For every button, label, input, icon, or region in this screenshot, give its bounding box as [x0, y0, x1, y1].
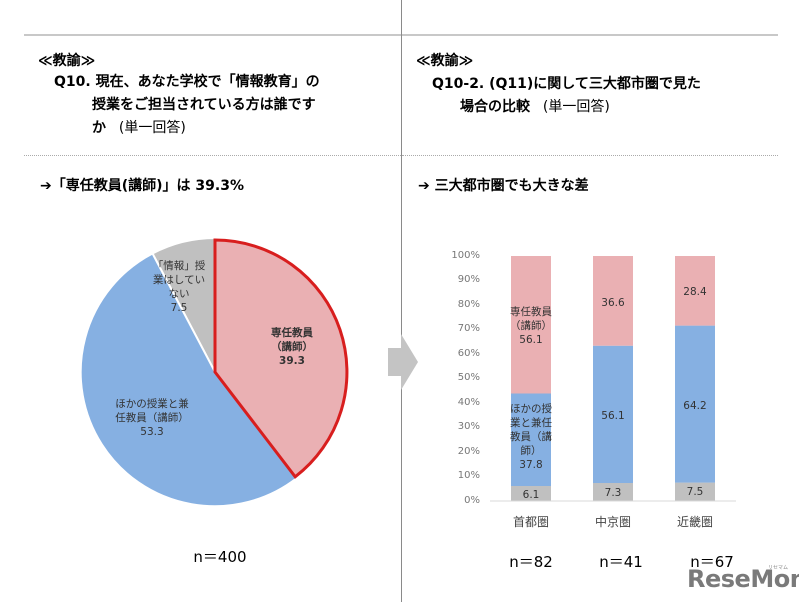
pie-label-senin: 専任教員 （講師） 39.3 — [271, 327, 313, 367]
x-category-chukyo: 中京圏 — [594, 515, 631, 529]
bar-label-kinki-kennin: 64.2 — [683, 400, 707, 412]
right-question-line-2: 場合の比較 (単一回答) — [460, 97, 610, 117]
bar-shuto-senin — [511, 256, 551, 394]
resemom-logo-ruby: リセマム — [768, 565, 789, 571]
right-question-line-1: Q10-2. (Q11)に関して三大都市圏で見た — [432, 76, 701, 92]
bar-label-chukyo-none: 7.3 — [604, 487, 622, 499]
bar-label-shuto-none: 6.1 — [522, 489, 540, 501]
bar-kinki-kennin — [675, 325, 715, 483]
bar-chukyo-senin — [593, 256, 633, 346]
bar-kinki-senin — [675, 256, 715, 326]
resemom-logo: ReseMom — [687, 565, 799, 593]
right-dotted-rule — [402, 155, 778, 156]
sample-size-kinki: n＝67 — [690, 553, 734, 571]
sample-size-shuto: n＝82 — [509, 553, 553, 571]
left-dotted-rule — [24, 155, 401, 156]
bar-label-shuto-senin: 専任教員 （講師） 56.1 — [510, 306, 552, 346]
sample-size-chukyo: n＝41 — [599, 553, 643, 571]
pie-slice-kennin — [79, 252, 298, 508]
left-question-line-3: か (単一回答) — [92, 118, 186, 138]
x-category-shuto: 首都圏 — [512, 515, 549, 529]
bar-chukyo-kennin — [593, 345, 633, 483]
panel-divider — [401, 0, 402, 602]
bar-shuto-none — [511, 486, 551, 501]
left-question-line-2: 授業をご担当されている方は誰です — [92, 97, 316, 113]
right-question-suffix: (単一回答) — [542, 99, 610, 115]
bar-label-chukyo-kennin: 56.1 — [601, 410, 625, 422]
left-question-line-1: Q10. 現在、あなた学校で「情報教育」の — [54, 74, 320, 90]
bar-label-chukyo-senin: 36.6 — [601, 297, 625, 309]
left-sample-size: n＝400 — [193, 548, 247, 566]
arrow-right-icon — [388, 334, 418, 390]
bar-label-kinki-none: 7.5 — [686, 486, 704, 498]
x-category-kinki: 近畿圏 — [676, 515, 713, 529]
pie-label-none: 「情報」授 業はしてい ない 7.5 — [152, 260, 206, 314]
left-finding: ➔「専任教員(講師)」は 39.3% — [40, 178, 244, 194]
left-question-line-3-text: か — [92, 120, 106, 136]
pie-slice-senin — [213, 238, 349, 479]
bar-kinki-none — [675, 482, 715, 501]
right-audience-label: ≪教諭≫ — [416, 53, 474, 69]
left-audience-label: ≪教諭≫ — [38, 53, 96, 69]
bar-label-shuto-kennin: ほかの授 業と兼任 教員（講 師） 37.8 — [510, 403, 552, 471]
pie-chart — [79, 236, 349, 508]
bar-label-kinki-senin: 28.4 — [683, 286, 707, 298]
right-finding: ➔ 三大都市圏でも大きな差 — [418, 178, 589, 194]
left-question-suffix: (単一回答) — [118, 120, 186, 136]
bar-shuto-kennin — [511, 393, 551, 486]
pie-label-kennin: ほかの授業と兼 任教員（講師） 53.3 — [115, 398, 189, 438]
bar-chukyo-none — [593, 483, 633, 501]
right-question-line-2-text: 場合の比較 — [460, 99, 530, 115]
